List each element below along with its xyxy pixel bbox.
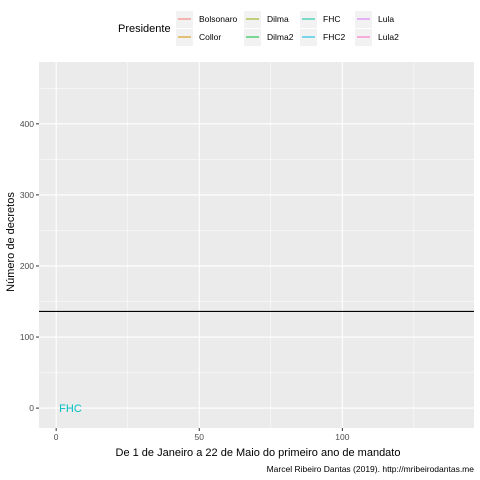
- caption: Marcel Ribeiro Dantas (2019). http://mri…: [267, 464, 475, 474]
- x-axis-title: De 1 de Janeiro a 22 de Maio do primeiro…: [116, 447, 401, 459]
- y-axis: 0 100 200 300 400: [20, 119, 39, 413]
- legend-label: FHC: [323, 14, 340, 24]
- legend-label: Collor: [199, 32, 221, 42]
- legend-label: FHC2: [323, 32, 345, 42]
- y-tick-label: 200: [20, 261, 34, 271]
- y-tick-label: 100: [20, 332, 34, 342]
- y-tick-label: 400: [20, 119, 34, 129]
- legend-title: Presidente: [118, 23, 171, 35]
- legend-label: Dilma2: [267, 32, 294, 42]
- y-axis-title: Número de decretos: [5, 192, 17, 292]
- y-tick-label: 300: [20, 190, 34, 200]
- annotation-label: FHC: [59, 403, 82, 415]
- legend-label: Bolsonaro: [199, 14, 238, 24]
- plot-panel: [39, 62, 474, 428]
- legend-label: Lula: [378, 14, 394, 24]
- x-tick-label: 100: [335, 432, 349, 442]
- x-tick-label: 50: [195, 432, 205, 442]
- y-tick-label: 0: [29, 403, 34, 413]
- legend-label: Lula2: [378, 32, 399, 42]
- x-tick-label: 0: [54, 432, 59, 442]
- legend-label: Dilma: [267, 14, 289, 24]
- x-axis: 0 50 100: [54, 428, 350, 442]
- legend: Presidente Bolsonaro Collor Dilma Dilma2 FHC…: [118, 11, 399, 46]
